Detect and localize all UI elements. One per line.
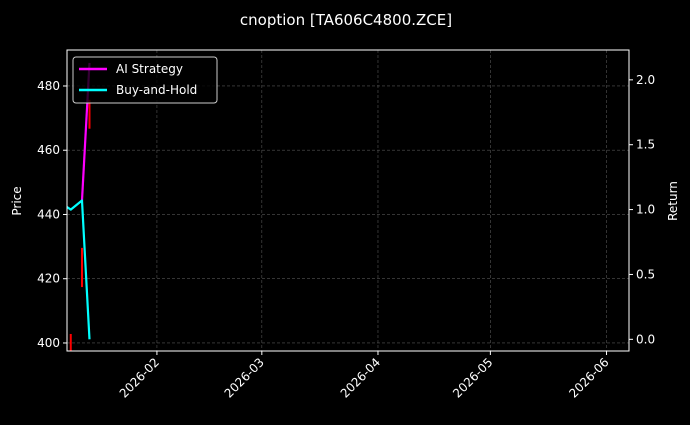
y-tick-label-right: 1.0 (636, 203, 655, 217)
y-tick-label-right: 1.5 (636, 138, 655, 152)
x-tick-label: 2026-02 (117, 355, 162, 400)
price-bars (69, 99, 91, 351)
series-lines (66, 62, 91, 340)
x-tick-label: 2026-03 (222, 355, 267, 400)
y-tick-label-right: 0.0 (636, 332, 655, 346)
y-tick-label-right: 0.5 (636, 267, 655, 281)
x-tick-label: 2026-06 (566, 355, 611, 400)
y-tick-label-left: 460 (37, 143, 60, 157)
legend: AI Strategy Buy-and-Hold (72, 56, 218, 104)
y-axis-label-left: Price (10, 186, 24, 215)
grid (67, 50, 629, 351)
legend-box (72, 56, 218, 104)
x-tick-label: 2026-05 (450, 355, 495, 400)
chart-title: cnoption [TA606C4800.ZCE] (240, 11, 452, 29)
legend-label-buy-and-hold: Buy-and-Hold (116, 83, 197, 97)
y-tick-label-left: 400 (37, 336, 60, 350)
y-axis-label-right: Return (666, 181, 680, 221)
y-tick-label-left: 480 (37, 79, 60, 93)
buy-and-hold-line (66, 199, 91, 340)
y-tick-label-left: 420 (37, 272, 60, 286)
y-tick-label-left: 440 (37, 207, 60, 221)
y-tick-label-right: 2.0 (636, 73, 655, 87)
plot-frame (66, 49, 630, 352)
x-tick-label: 2026-04 (338, 355, 383, 400)
legend-label-ai-strategy: AI Strategy (116, 62, 183, 76)
